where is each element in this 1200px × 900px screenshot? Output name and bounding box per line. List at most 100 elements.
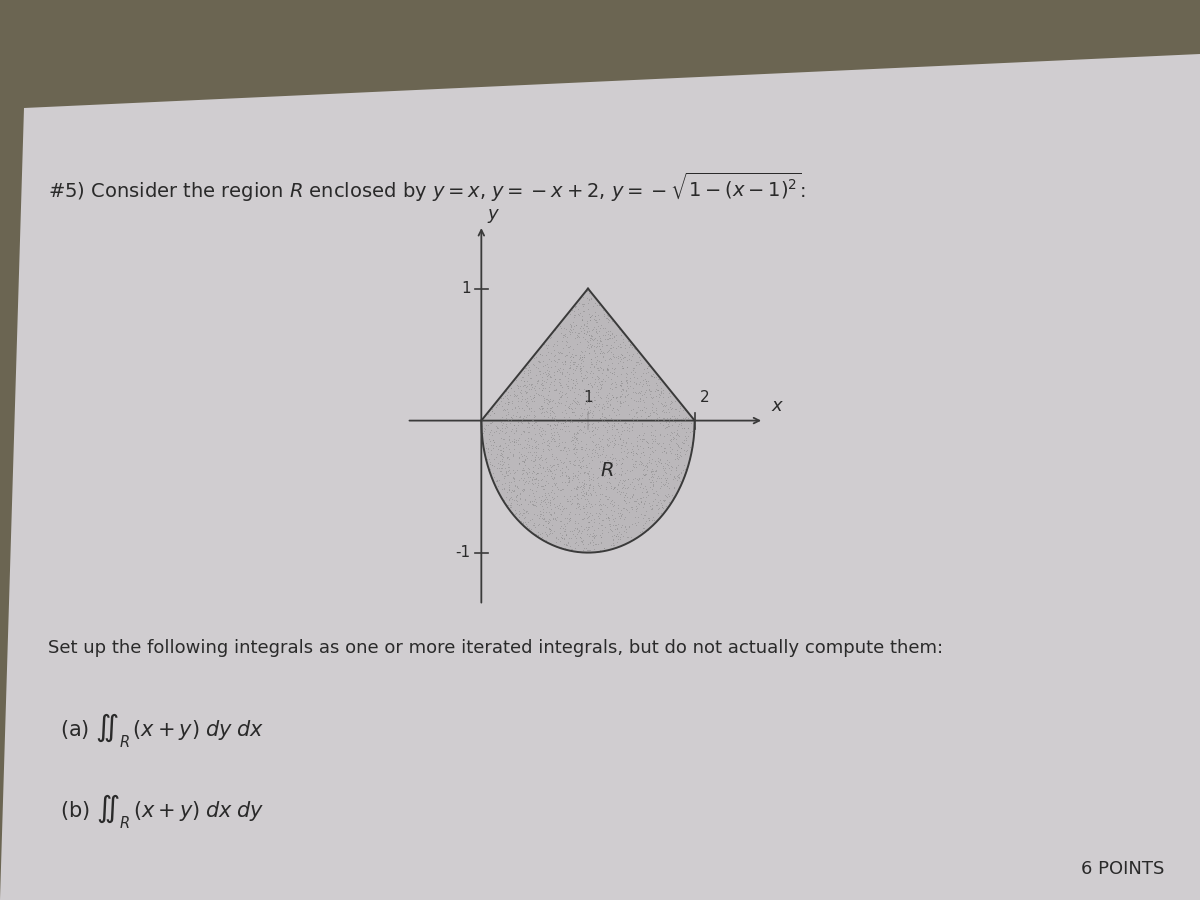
Point xyxy=(522,377,541,392)
Point xyxy=(642,411,661,426)
Point xyxy=(559,475,578,490)
Point xyxy=(659,417,678,431)
Point xyxy=(590,377,610,392)
Point xyxy=(491,443,510,457)
Point xyxy=(599,342,618,356)
Point xyxy=(534,395,553,410)
Point xyxy=(595,410,614,424)
Point xyxy=(502,410,521,425)
Point xyxy=(637,390,656,404)
Point xyxy=(652,471,671,485)
Point xyxy=(578,465,598,480)
Point xyxy=(528,374,547,388)
Point xyxy=(604,451,623,465)
Point xyxy=(650,388,670,402)
Point xyxy=(544,339,563,354)
Point xyxy=(643,477,662,491)
Point xyxy=(544,392,563,407)
Point xyxy=(613,424,632,438)
Point xyxy=(588,384,607,399)
Point xyxy=(646,492,665,507)
Point xyxy=(642,472,661,487)
Point xyxy=(604,328,623,343)
Point xyxy=(655,441,674,455)
Point xyxy=(661,432,680,446)
Point xyxy=(583,535,602,549)
Point xyxy=(598,425,617,439)
Point xyxy=(626,406,646,420)
Point xyxy=(635,426,654,440)
Point xyxy=(582,328,601,343)
Point xyxy=(662,418,682,432)
Point xyxy=(590,544,610,558)
Point xyxy=(515,491,534,506)
Point xyxy=(580,412,599,427)
Point xyxy=(625,454,644,469)
Point xyxy=(601,338,620,352)
Point xyxy=(572,500,592,515)
Point xyxy=(626,493,646,508)
Point xyxy=(504,442,523,456)
Point xyxy=(527,499,546,513)
Point xyxy=(611,378,630,392)
Point xyxy=(515,409,534,423)
Point xyxy=(610,466,629,481)
Point xyxy=(577,460,596,474)
Point xyxy=(584,393,604,408)
Point xyxy=(637,361,656,375)
Point xyxy=(569,458,588,473)
Point xyxy=(578,405,598,419)
Point xyxy=(577,365,596,380)
Point xyxy=(611,529,630,544)
Point xyxy=(596,338,616,352)
Point xyxy=(640,454,659,469)
Point xyxy=(534,432,553,446)
Point xyxy=(610,430,629,445)
Point xyxy=(674,457,694,472)
Point xyxy=(490,439,509,454)
Point xyxy=(574,385,593,400)
Point xyxy=(634,526,653,541)
Point xyxy=(557,445,576,459)
Point xyxy=(576,410,595,425)
Point xyxy=(652,506,671,520)
Point xyxy=(538,396,557,410)
Point xyxy=(587,333,606,347)
Point xyxy=(521,482,540,496)
Point xyxy=(562,429,581,444)
Point xyxy=(605,416,624,430)
Point xyxy=(577,447,596,462)
Point xyxy=(566,446,586,461)
Point xyxy=(557,413,576,428)
Point xyxy=(575,326,594,340)
Point xyxy=(530,504,550,518)
Point xyxy=(580,482,599,496)
Point xyxy=(538,417,557,431)
Point xyxy=(515,402,534,417)
Point xyxy=(563,405,582,419)
Point xyxy=(606,361,625,375)
Point xyxy=(571,485,590,500)
Point xyxy=(611,396,630,410)
Point xyxy=(598,362,617,376)
Point xyxy=(522,380,541,394)
Point xyxy=(528,375,547,390)
Point xyxy=(605,433,624,447)
Point xyxy=(592,381,611,395)
Point xyxy=(565,408,584,422)
Point xyxy=(511,492,530,507)
Point xyxy=(533,382,552,397)
Point xyxy=(622,403,641,418)
Point xyxy=(553,416,572,430)
Point xyxy=(580,519,599,534)
Point xyxy=(575,348,594,363)
Point xyxy=(560,494,580,508)
Point xyxy=(584,377,604,392)
Point xyxy=(635,400,654,414)
Point xyxy=(553,422,572,436)
Point xyxy=(534,508,553,522)
Point xyxy=(672,440,691,454)
Point xyxy=(596,510,616,525)
Point xyxy=(541,498,560,512)
Point xyxy=(540,330,559,345)
